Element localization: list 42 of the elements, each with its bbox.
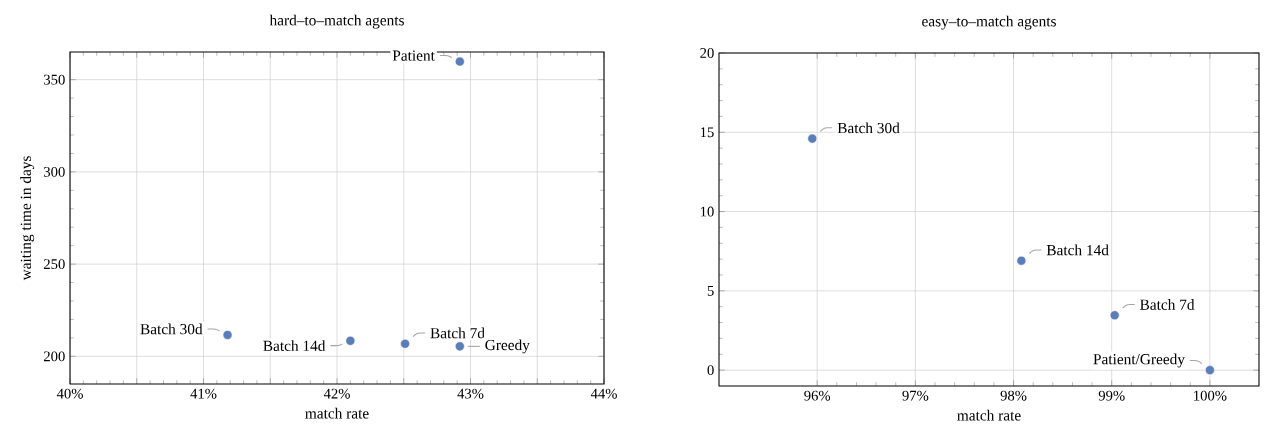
annotation: Patient/Greedy: [1093, 353, 1185, 368]
x-tick-label: 98%: [1000, 390, 1027, 401]
x-tick-label: 96%: [804, 390, 831, 401]
y-tick-label: 300: [44, 166, 65, 177]
chart-title: easy–to–match agents: [922, 15, 1056, 30]
y-tick-label: 10: [700, 206, 714, 217]
y-tick-label: 20: [700, 48, 714, 58]
point: [455, 56, 465, 67]
x-tick-label: 44%: [590, 388, 617, 399]
x-axis-title: match rate: [957, 409, 1021, 421]
annotation: Batch 14d: [1046, 244, 1109, 256]
annotation: Patient: [392, 50, 435, 61]
y-tick-label: 350: [44, 74, 65, 85]
y-axis-title: waiting time in days: [20, 156, 35, 281]
annotation: Batch 30d: [837, 122, 900, 134]
point: [1109, 310, 1120, 321]
y-tick-label: 250: [43, 259, 65, 270]
x-tick-label: 43%: [457, 388, 484, 399]
x-axis-title: match rate: [305, 407, 369, 419]
y-tick-label: 200: [43, 351, 65, 362]
annotation: Batch 14d: [263, 340, 326, 352]
x-tick-label: 97%: [902, 390, 929, 401]
x-tick-label: 42%: [323, 388, 350, 399]
y-tick-label: 15: [700, 127, 714, 138]
point: [222, 330, 233, 340]
point: [400, 338, 410, 349]
point: [1016, 255, 1027, 266]
point: [1205, 365, 1215, 375]
chart-title: hard–to–match agents: [269, 14, 404, 29]
x-tick-label: 41%: [190, 388, 217, 399]
y-tick-label: 5: [707, 285, 714, 296]
y-tick-label: 0: [707, 365, 714, 376]
annotation: Batch 7d: [430, 327, 485, 339]
point: [345, 336, 356, 346]
annotation: Batch 30d: [140, 323, 203, 335]
x-tick-label: 40%: [56, 388, 83, 399]
point: [455, 341, 465, 352]
annotation: Greedy: [485, 339, 530, 354]
annotation: Batch 7d: [1140, 299, 1195, 310]
x-tick-label: 99%: [1098, 390, 1125, 401]
point: [807, 133, 818, 144]
x-tick-label: 100%: [1194, 390, 1227, 401]
